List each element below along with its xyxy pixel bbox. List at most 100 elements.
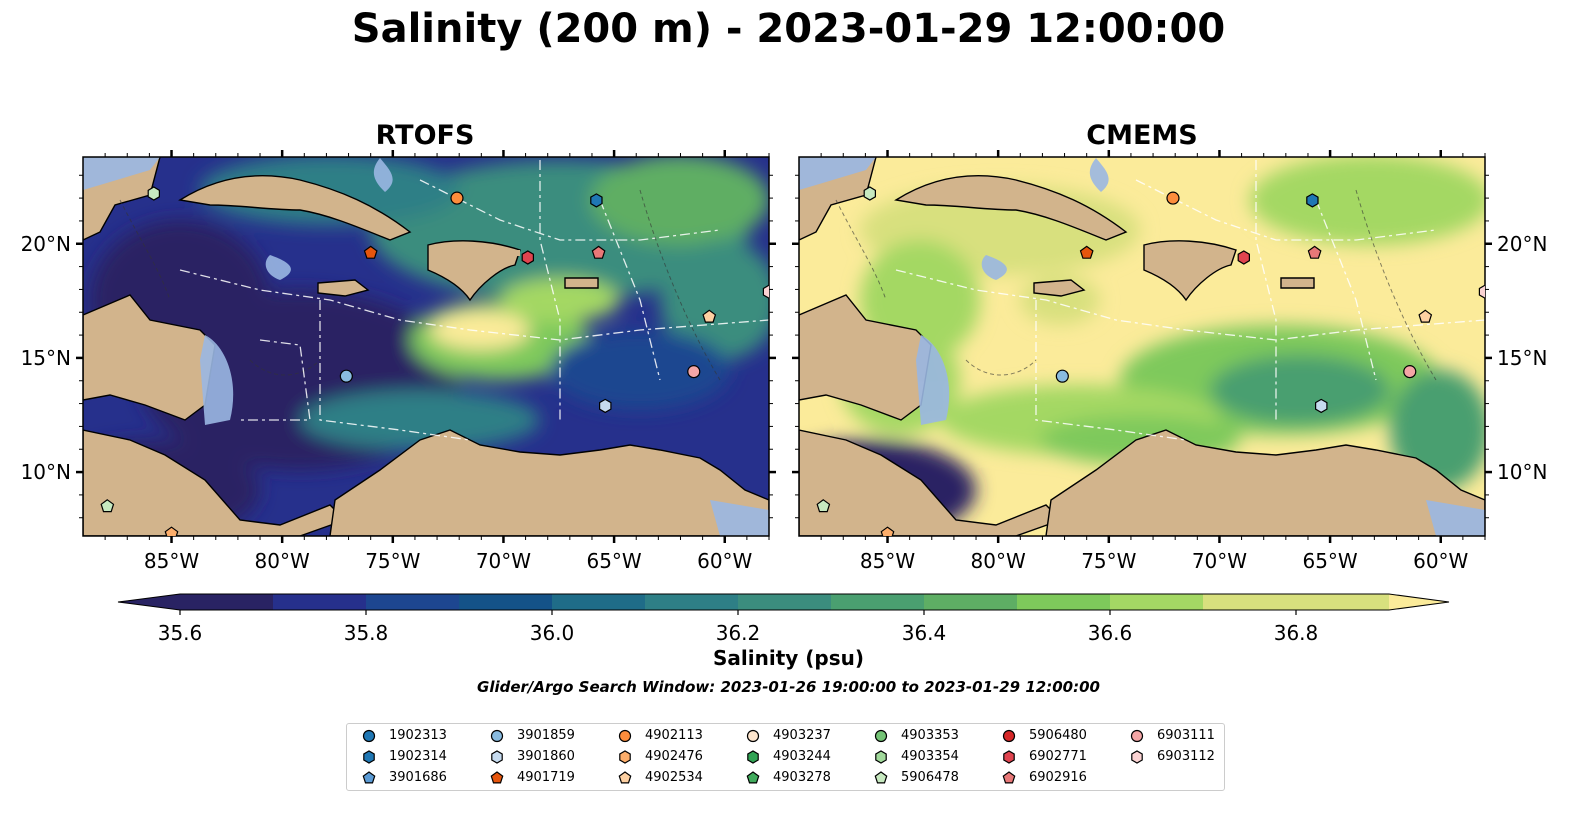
land-cmems	[799, 157, 1485, 536]
colorbar: 35.6 35.8 36.0 36.2 36.4 36.6 36.8	[117, 593, 1450, 645]
y-tick-label: 15°N	[1497, 346, 1547, 370]
x-tick-label: 60°W	[697, 549, 752, 573]
float-marker	[100, 499, 115, 513]
hexagon-marker-icon	[491, 750, 503, 764]
x-tick-label: 65°W	[586, 549, 641, 573]
x-tick-label: 85°W	[860, 549, 915, 573]
float-marker	[590, 193, 603, 208]
pentagon-marker-icon	[490, 771, 504, 784]
legend-label: 5906478	[901, 770, 959, 785]
colorbar-bin	[831, 594, 925, 610]
colorbar-extend-low	[118, 594, 180, 610]
legend-label: 3901859	[517, 728, 575, 743]
float-marker	[863, 186, 876, 201]
float-marker	[1418, 309, 1433, 323]
legend-label: 5906480	[1029, 728, 1087, 743]
colorbar-bin	[738, 594, 832, 610]
colorbar-extend-high	[1389, 594, 1449, 610]
legend-label: 1902313	[389, 728, 447, 743]
circle-marker-icon	[746, 729, 760, 743]
legend-label: 4903237	[773, 728, 831, 743]
x-tick-label: 75°W	[365, 549, 420, 573]
x-tick-label: 70°W	[476, 549, 531, 573]
x-tick-label: 70°W	[1192, 549, 1247, 573]
float-marker	[762, 284, 769, 299]
legend-label: 4902534	[645, 770, 703, 785]
colorbar-tick-label: 35.6	[158, 621, 203, 645]
hexagon-marker-icon	[747, 750, 759, 764]
float-marker	[1055, 369, 1069, 383]
pentagon-marker-icon	[874, 771, 888, 784]
figure-title: Salinity (200 m) - 2023-01-29 12:00:00	[351, 6, 1226, 52]
circle-marker-icon	[490, 729, 504, 743]
circle-marker-icon	[362, 729, 376, 743]
float-marker	[1315, 398, 1328, 414]
legend-label: 4903354	[901, 749, 959, 764]
float-marker	[1306, 193, 1319, 208]
circle-marker-icon	[1130, 729, 1144, 743]
legend-label: 4903353	[901, 728, 959, 743]
float-marker	[591, 245, 606, 259]
float-marker	[521, 250, 534, 265]
x-tick-label: 80°W	[255, 549, 310, 573]
float-marker	[1166, 191, 1180, 205]
x-tick-label: 75°W	[1081, 549, 1136, 573]
float-marker	[1307, 245, 1322, 259]
float-markers-rtofs	[100, 186, 769, 536]
y-tick-label: 15°N	[21, 346, 71, 370]
map-panel-cmems: 85°W 80°W 75°W 70°W 65°W 60°W 20°N 15°N 10°N	[792, 150, 1547, 573]
hexagon-marker-icon	[1003, 750, 1015, 764]
float-legend: 1902313 1902314 3901686 3901859 3901860 49017…	[346, 723, 1225, 791]
legend-label: 4902476	[645, 749, 703, 764]
float-marker	[1237, 250, 1250, 265]
y-tick-label: 20°N	[1497, 232, 1547, 256]
colorbar-bin	[645, 594, 739, 610]
y-tick-label: 10°N	[1497, 460, 1547, 484]
legend-label: 4903244	[773, 749, 831, 764]
pentagon-marker-icon	[618, 771, 632, 784]
colorbar-bin	[1110, 594, 1204, 610]
map-panel-rtofs: 85°W 80°W 75°W 70°W 65°W 60°W 20°N 15°N 10°N	[21, 150, 776, 573]
legend-label: 4902113	[645, 728, 703, 743]
colorbar-tick-label: 36.4	[902, 621, 947, 645]
x-tick-label: 60°W	[1413, 549, 1468, 573]
circle-marker-icon	[618, 729, 632, 743]
axis-ticks-cmems: 85°W 80°W 75°W 70°W 65°W 60°W 20°N 15°N 10°N	[792, 150, 1547, 573]
hexagon-marker-icon	[363, 750, 375, 764]
float-marker	[816, 499, 831, 513]
colorbar-bin	[924, 594, 1018, 610]
search-window-text: Glider/Argo Search Window: 2023-01-26 19…	[477, 678, 1100, 696]
colorbar-bin	[1017, 594, 1111, 610]
legend-label: 3901860	[517, 749, 575, 764]
colorbar-bin	[459, 594, 553, 610]
y-tick-label: 20°N	[21, 232, 71, 256]
colorbar-tick-label: 35.8	[344, 621, 389, 645]
colorbar-tick-label: 36.6	[1088, 621, 1133, 645]
pentagon-marker-icon	[746, 771, 760, 784]
colorbar-bin	[1203, 594, 1297, 610]
legend-label: 6902916	[1029, 770, 1087, 785]
panel-title-rtofs: RTOFS	[375, 120, 475, 151]
float-marker	[147, 186, 160, 201]
hexagon-marker-icon	[619, 750, 631, 764]
y-tick-label: 10°N	[21, 460, 71, 484]
legend-label: 3901686	[389, 770, 447, 785]
legend-label: 6903111	[1157, 728, 1215, 743]
pentagon-marker-icon	[362, 771, 376, 784]
float-marker	[363, 245, 378, 259]
float-marker	[1403, 365, 1417, 379]
float-marker	[1478, 284, 1485, 299]
x-tick-label: 85°W	[144, 549, 199, 573]
float-marker	[880, 526, 895, 536]
colorbar-bin	[180, 594, 274, 610]
circle-marker-icon	[874, 729, 888, 743]
axis-ticks-rtofs: 85°W 80°W 75°W 70°W 65°W 60°W 20°N 15°N 10°N	[21, 150, 776, 573]
float-marker	[450, 191, 464, 205]
colorbar-tick-label: 36.0	[530, 621, 575, 645]
float-marker	[339, 369, 353, 383]
float-markers-cmems	[816, 186, 1485, 536]
panel-title-cmems: CMEMS	[1086, 120, 1198, 151]
legend-label: 1902314	[389, 749, 447, 764]
legend-label: 4903278	[773, 770, 831, 785]
colorbar-label: Salinity (psu)	[712, 646, 864, 670]
